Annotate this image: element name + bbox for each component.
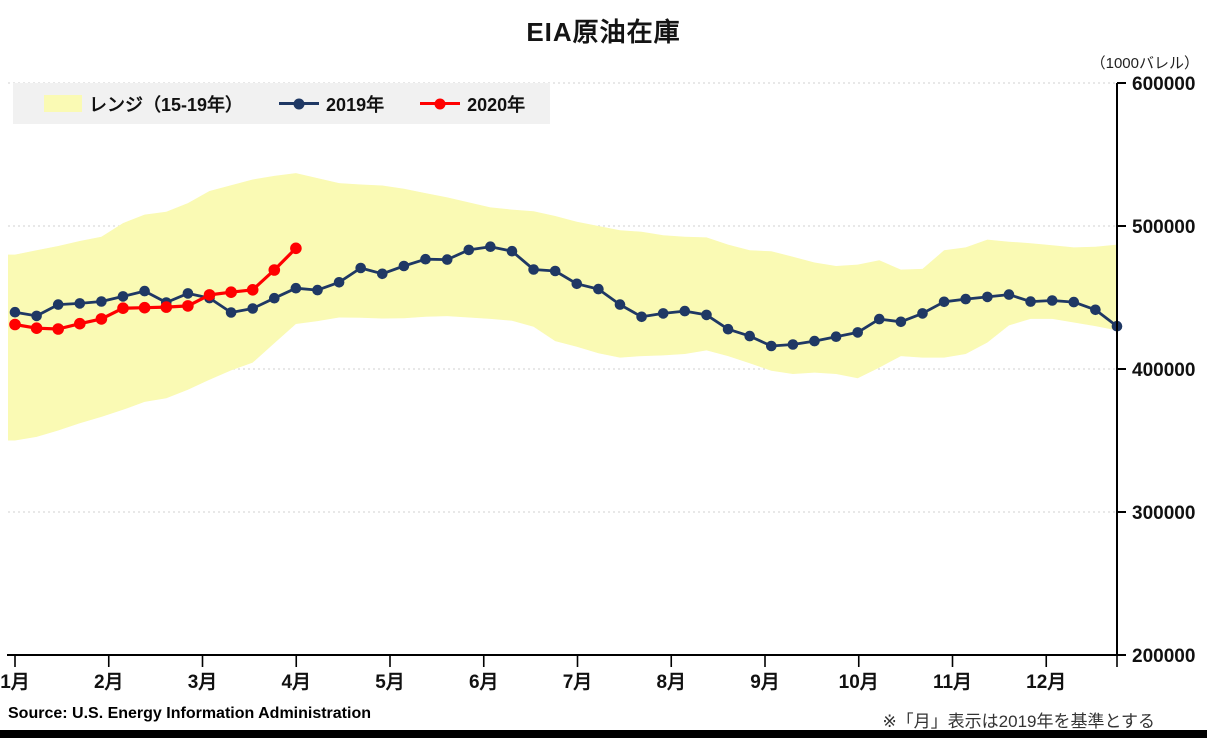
data-point-2019年 — [1046, 295, 1058, 306]
data-point-2020年 — [117, 302, 129, 315]
data-point-2019年 — [938, 296, 950, 308]
legend-item-2019: 2019年 — [279, 91, 384, 117]
data-point-2019年 — [917, 308, 928, 319]
data-point-2019年 — [809, 335, 820, 347]
data-point-2019年 — [9, 306, 21, 318]
x-tick-label: 2月 — [94, 672, 124, 693]
data-point-2019年 — [52, 299, 64, 310]
range-swatch-icon — [44, 95, 82, 112]
source-text: Source: U.S. Energy Information Administ… — [8, 705, 371, 722]
data-point-2019年 — [593, 283, 604, 295]
data-point-2019年 — [982, 291, 993, 303]
data-point-2019年 — [549, 265, 561, 277]
data-point-2019年 — [74, 298, 86, 309]
data-point-2019年 — [571, 278, 583, 290]
data-point-2019年 — [31, 310, 42, 322]
line-sample-2020-icon — [420, 98, 461, 109]
range-band-area — [8, 173, 1117, 441]
data-point-2019年 — [290, 282, 302, 294]
x-tick-label: 6月 — [469, 672, 499, 693]
data-point-2019年 — [96, 296, 107, 307]
data-point-2019年 — [895, 316, 907, 328]
data-point-2020年 — [246, 284, 259, 296]
data-point-2019年 — [182, 288, 194, 299]
data-point-2020年 — [95, 313, 108, 325]
legend-2020-label: 2020年 — [467, 94, 526, 115]
y-tick-label: 600000 — [1132, 74, 1195, 95]
data-point-2019年 — [225, 307, 237, 318]
data-point-2019年 — [657, 308, 669, 319]
chart-title: EIA原油在庫 — [526, 17, 681, 47]
data-point-2019年 — [269, 292, 280, 304]
data-point-2020年 — [225, 286, 237, 299]
data-point-2019年 — [247, 303, 258, 314]
data-point-2019年 — [852, 327, 863, 338]
data-point-2019年 — [117, 291, 129, 302]
data-point-2019年 — [139, 285, 150, 297]
data-point-2019年 — [744, 330, 755, 342]
data-point-2020年 — [268, 264, 281, 276]
y-tick-label: 400000 — [1132, 360, 1195, 381]
data-point-2019年 — [485, 241, 496, 252]
x-tick-label: 10月 — [839, 672, 879, 693]
data-point-2020年 — [203, 289, 216, 301]
data-point-2019年 — [960, 293, 971, 305]
x-tick-label: 8月 — [656, 672, 686, 693]
data-point-2020年 — [290, 242, 302, 255]
x-tick-label: 4月 — [281, 672, 311, 693]
data-point-2019年 — [1068, 296, 1080, 308]
data-point-2019年 — [1003, 289, 1015, 300]
line-2019年 — [14, 245, 1118, 348]
data-point-2019年 — [766, 340, 777, 352]
data-point-2019年 — [463, 244, 475, 256]
data-point-2019年 — [506, 245, 518, 257]
bottom-bar — [0, 730, 1207, 738]
data-point-2019年 — [528, 264, 539, 275]
data-point-2019年 — [355, 262, 367, 274]
data-point-2019年 — [722, 323, 734, 335]
data-point-2019年 — [636, 311, 647, 323]
y-axis-unit-label: （1000バレル） — [1090, 55, 1199, 72]
data-point-2020年 — [160, 301, 173, 313]
data-point-2019年 — [420, 253, 431, 265]
data-point-2020年 — [138, 301, 151, 314]
data-point-2019年 — [614, 299, 626, 310]
data-point-2019年 — [377, 268, 388, 280]
x-tick-label: 3月 — [188, 672, 218, 693]
data-point-2019年 — [830, 331, 842, 343]
data-point-2020年 — [182, 300, 194, 312]
data-point-2019年 — [1090, 304, 1101, 316]
legend: レンジ（15-19年） 2019年 2020年 — [13, 83, 550, 124]
data-point-2019年 — [874, 313, 885, 325]
data-point-2019年 — [312, 284, 323, 296]
data-point-2020年 — [9, 318, 21, 331]
x-tick-label: 1月 — [0, 672, 30, 693]
data-point-2019年 — [441, 254, 453, 265]
y-tick-label: 300000 — [1132, 503, 1195, 524]
x-tick-label: 12月 — [1026, 672, 1066, 693]
data-point-2019年 — [333, 277, 345, 288]
data-point-2019年 — [679, 305, 691, 317]
legend-range-label: レンジ（15-19年） — [89, 94, 244, 115]
legend-2019-label: 2019年 — [326, 94, 385, 115]
x-tick-label: 7月 — [563, 672, 593, 693]
data-point-2020年 — [52, 323, 64, 335]
data-point-2019年 — [701, 309, 712, 321]
line-sample-2019-icon — [279, 98, 320, 109]
data-point-2019年 — [1025, 296, 1036, 307]
y-tick-label: 200000 — [1132, 646, 1195, 667]
data-point-2020年 — [74, 317, 86, 330]
legend-item-2020: 2020年 — [420, 91, 525, 117]
footnote: ※「月」表示は2019年を基準とする — [882, 712, 1155, 731]
x-tick-label: 5月 — [375, 672, 405, 693]
y-tick-label: 500000 — [1132, 217, 1195, 238]
data-point-2020年 — [30, 322, 43, 335]
x-tick-label: 9月 — [750, 672, 780, 693]
data-point-2019年 — [398, 260, 410, 272]
x-tick-label: 11月 — [933, 672, 972, 693]
data-point-2019年 — [787, 339, 799, 350]
legend-item-range: レンジ（15-19年） — [44, 91, 243, 117]
